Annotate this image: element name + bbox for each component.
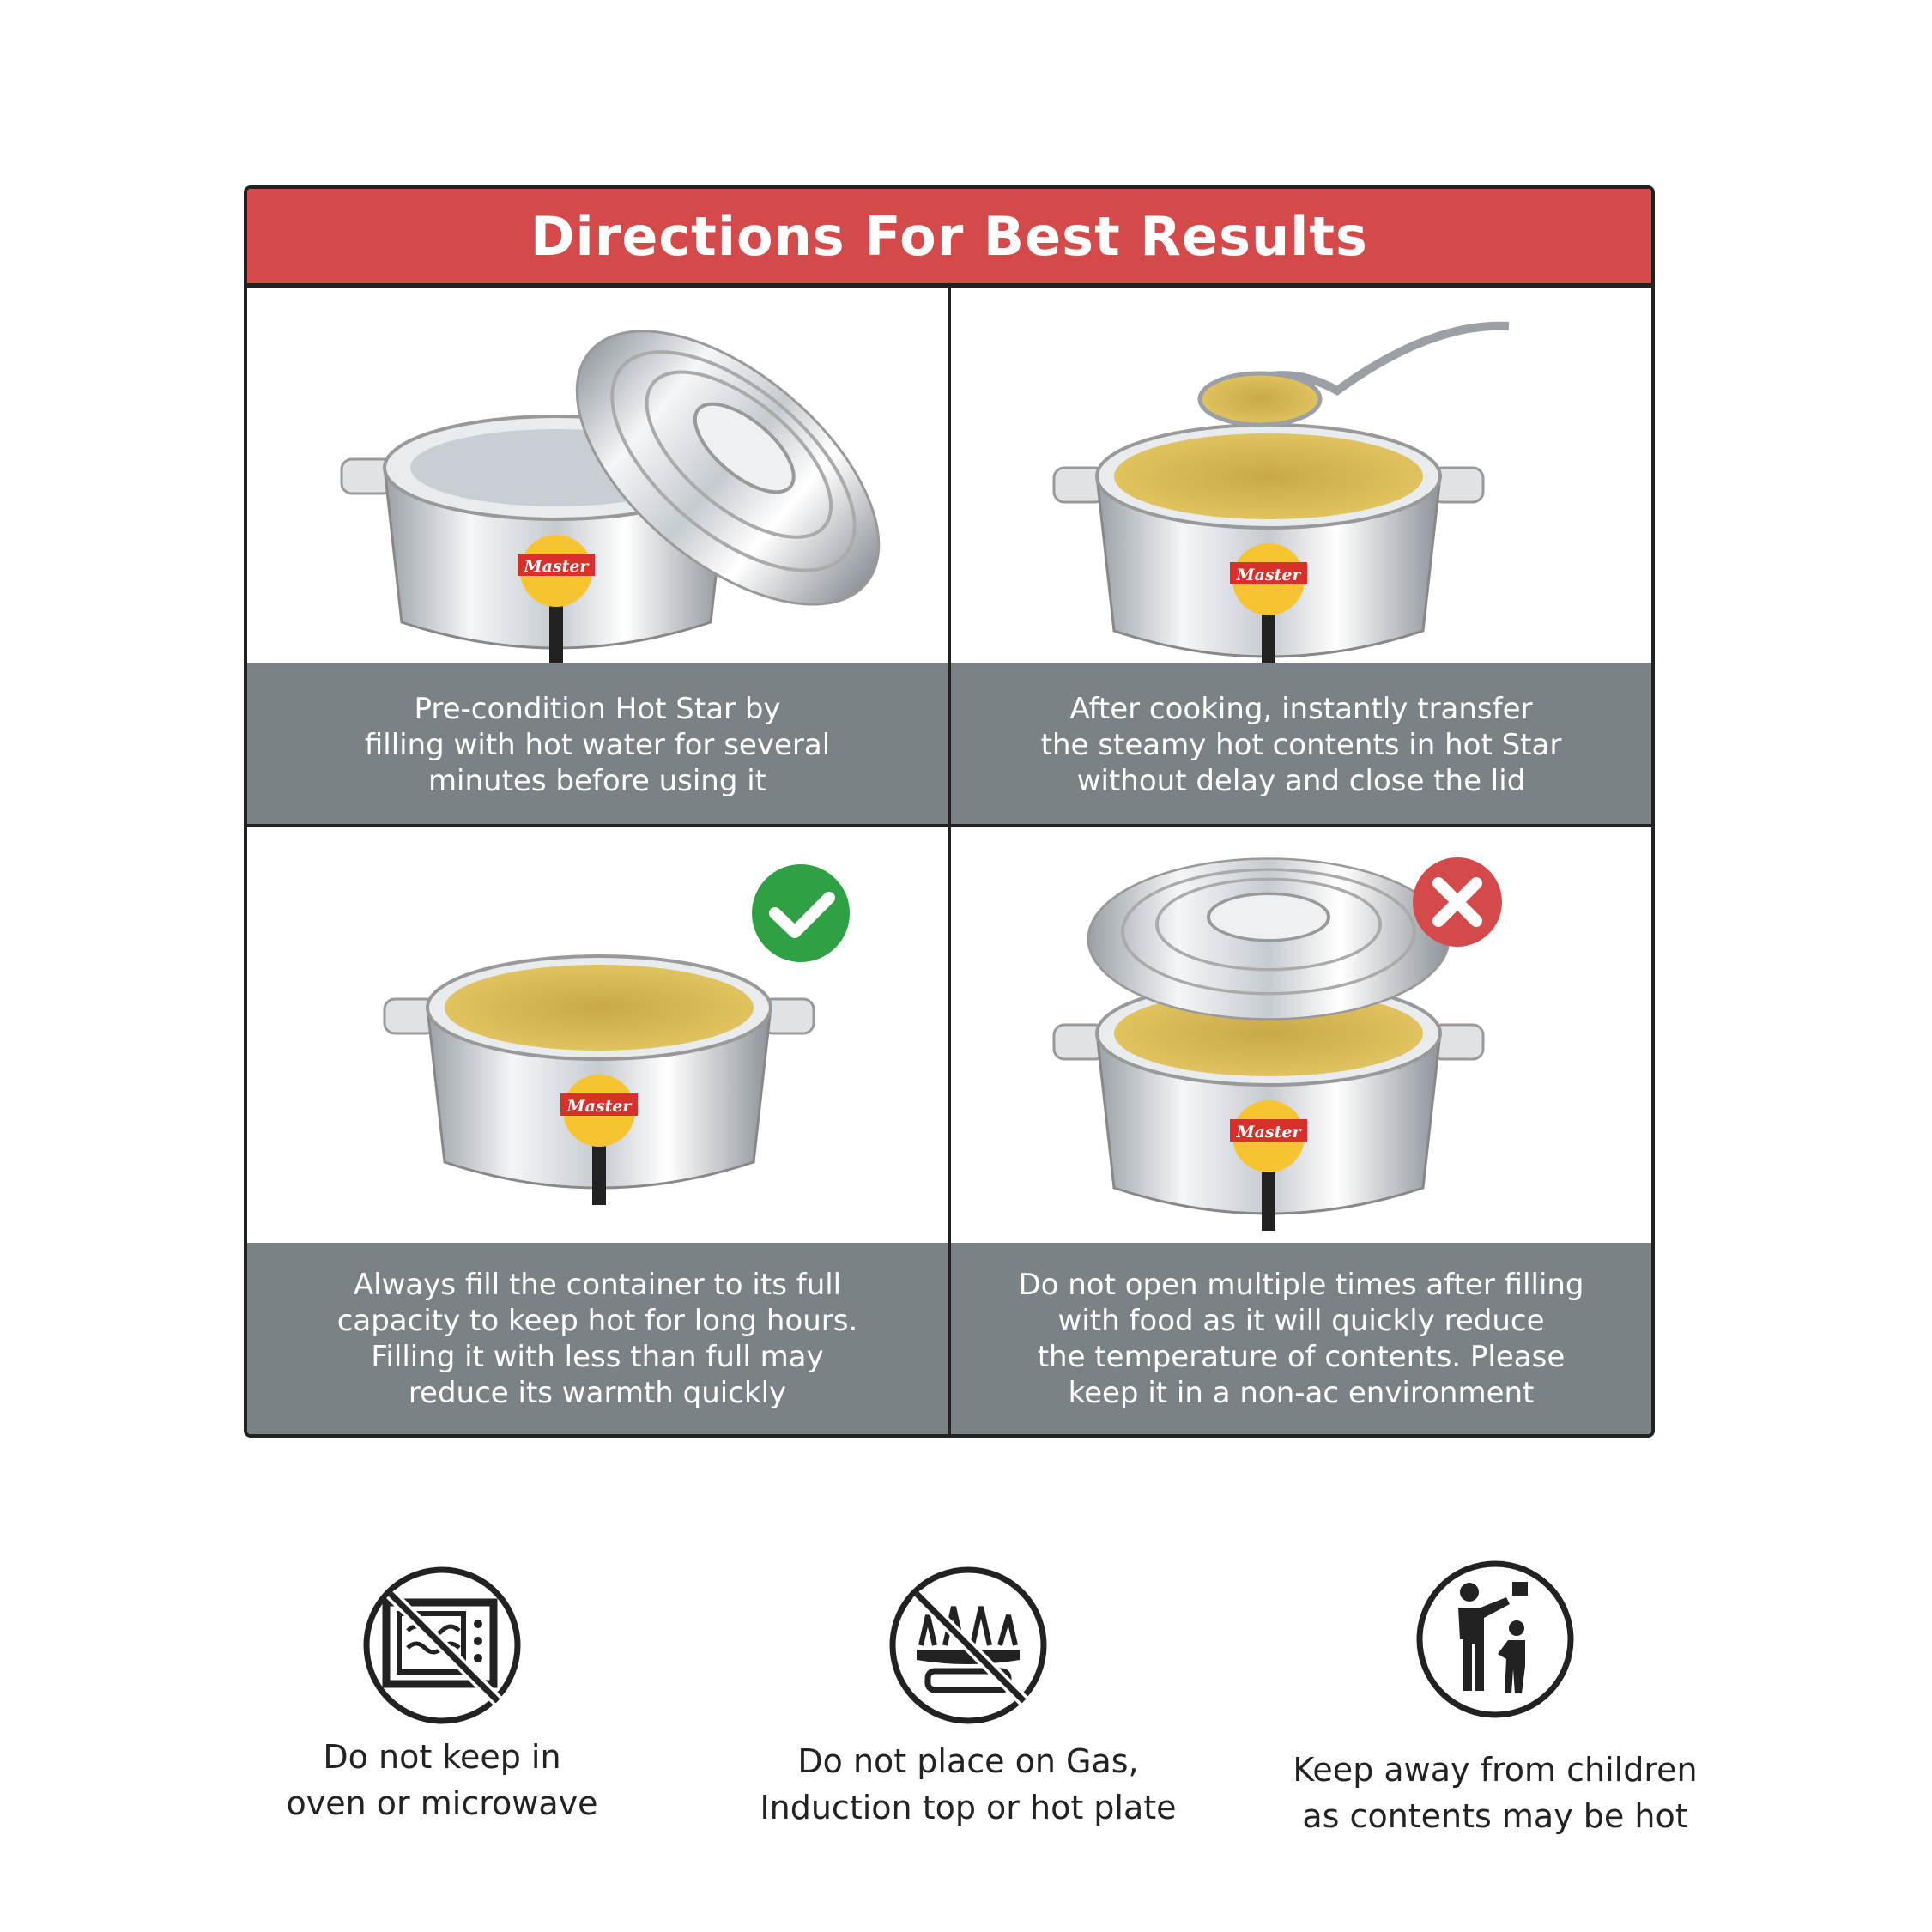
lifted-lid-casserole-image: Master (1052, 857, 1502, 1232)
row-divider (247, 824, 1651, 827)
no-microwave-icon (363, 1566, 521, 1724)
casserole-with-spoon-image: Master (1052, 321, 1510, 663)
step-1-caption: Pre-condition Hot Star by filling with h… (247, 663, 948, 827)
step-4-caption: Do not open multiple times after filling… (951, 1243, 1651, 1434)
step-2-image: Master (951, 288, 1651, 663)
brand-label: Master (1236, 566, 1303, 584)
check-icon (752, 864, 850, 962)
brand-label: Master (566, 1097, 633, 1116)
brand-label: Master (1236, 1123, 1303, 1142)
warning-children-text: Keep away from children as contents may … (1293, 1751, 1698, 1835)
page-title: Directions For Best Results (530, 204, 1368, 268)
full-casserole-image: Master (383, 864, 850, 1207)
cross-icon (1413, 857, 1502, 947)
warning-microwave-text: Do not keep in oven or microwave (286, 1738, 598, 1822)
step-3-image: Master (247, 827, 948, 1243)
step-2-caption: After cooking, instantly transfer the st… (951, 663, 1651, 827)
step-3-caption: Always fill the container to its full ca… (247, 1243, 948, 1434)
step-1-image: Master (247, 288, 948, 663)
directions-header: Directions For Best Results (247, 189, 1651, 288)
column-divider (948, 288, 951, 1434)
step-4-image: Master (951, 827, 1651, 1243)
brand-label: Master (524, 557, 591, 576)
warning-gas-text: Do not place on Gas, Induction top or ho… (760, 1742, 1177, 1826)
keep-away-children-icon (1416, 1560, 1574, 1718)
open-casserole-image: Master (340, 288, 929, 663)
directions-panel: Directions For Best Results Master Pre-c… (244, 185, 1655, 1438)
no-gas-stove-icon (889, 1566, 1047, 1724)
